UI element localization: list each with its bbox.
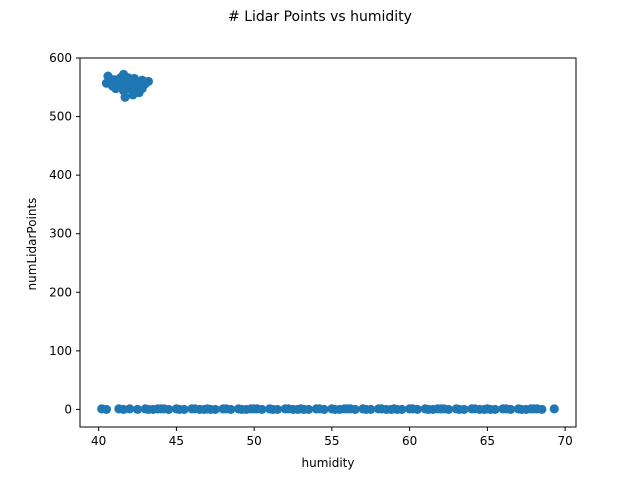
data-point xyxy=(117,77,127,87)
data-point xyxy=(479,404,489,415)
data-point xyxy=(454,404,464,415)
data-point xyxy=(549,404,559,414)
data-point xyxy=(283,404,293,414)
x-tick-label: 50 xyxy=(247,434,262,448)
y-tick-label: 300 xyxy=(49,227,72,241)
chart-title: # Lidar Points vs humidity xyxy=(228,9,412,25)
data-point xyxy=(132,404,143,415)
y-tick-label: 400 xyxy=(49,168,72,182)
data-point xyxy=(330,404,340,415)
data-point xyxy=(339,404,349,414)
data-point xyxy=(101,404,112,415)
x-tick-label: 55 xyxy=(324,434,339,448)
x-tick-label: 40 xyxy=(91,434,106,448)
data-point xyxy=(174,404,185,415)
plot-frame xyxy=(79,57,577,428)
data-point xyxy=(268,404,278,415)
axes-layer: 40 45 50 55 60 65 70 0 100 200 300 400 500 600 xyxy=(49,51,577,448)
data-point xyxy=(526,404,536,414)
data-point xyxy=(361,404,371,415)
data-point xyxy=(470,404,480,414)
data-point xyxy=(377,404,387,414)
data-point xyxy=(190,404,200,414)
data-point xyxy=(433,404,443,414)
data-point xyxy=(143,76,154,87)
y-tick-label: 100 xyxy=(49,344,72,358)
points-layer xyxy=(97,69,559,415)
data-point xyxy=(408,404,418,414)
data-point xyxy=(501,404,511,414)
y-tick-label: 500 xyxy=(49,110,72,124)
data-point xyxy=(153,404,163,414)
y-tick-label: 0 xyxy=(64,402,72,416)
x-tick-label: 70 xyxy=(557,434,572,448)
data-point xyxy=(237,404,247,415)
x-tick-label: 65 xyxy=(480,434,495,448)
data-point xyxy=(221,404,231,414)
data-point xyxy=(516,404,527,415)
y-tick-label: 200 xyxy=(49,285,72,299)
x-tick-label: 45 xyxy=(169,434,184,448)
y-tick-label: 600 xyxy=(49,51,72,65)
data-point xyxy=(314,404,325,414)
data-point xyxy=(423,404,433,415)
data-point xyxy=(246,404,256,414)
data-point xyxy=(143,404,154,415)
data-point xyxy=(199,404,209,415)
data-point xyxy=(386,404,396,415)
x-tick-label: 60 xyxy=(402,434,417,448)
data-point xyxy=(125,404,135,414)
data-point xyxy=(137,83,147,94)
data-point xyxy=(293,404,303,415)
x-axis-label: humidity xyxy=(302,456,355,470)
y-axis-label: numLidarPoints xyxy=(25,198,39,291)
data-point xyxy=(120,92,130,102)
